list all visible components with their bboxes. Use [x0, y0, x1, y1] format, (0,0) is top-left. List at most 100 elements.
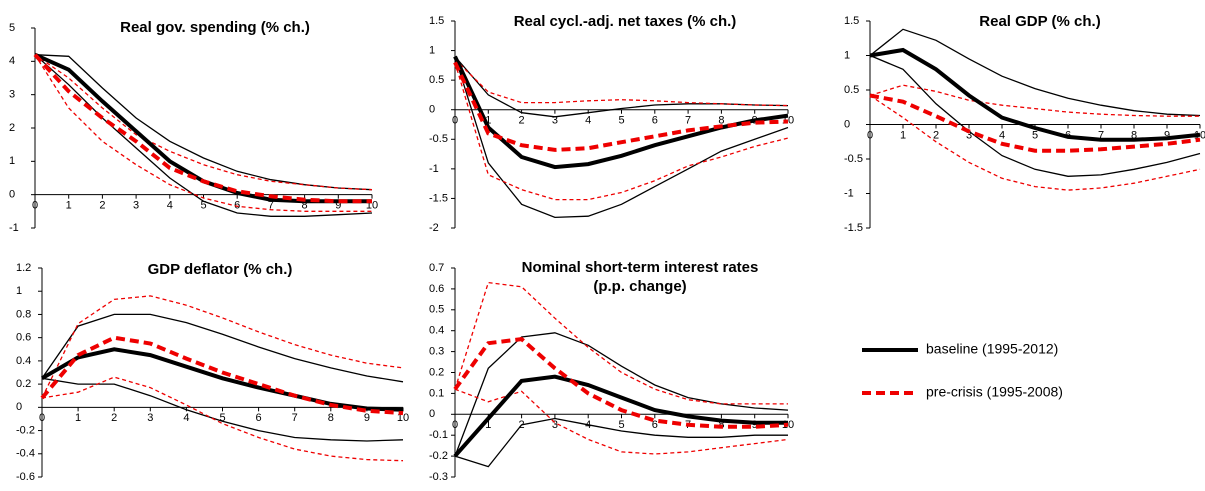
y-tick-label: -1 — [429, 163, 439, 175]
y-tick-label: 0 — [429, 104, 435, 116]
y-tick-label: 0.6 — [16, 332, 31, 344]
x-tick-label: 6 — [652, 115, 658, 127]
y-tick-label: 0.2 — [16, 378, 31, 390]
chart-title: Real GDP (% ch.) — [979, 13, 1100, 30]
y-tick-label: -0.5 — [429, 133, 448, 145]
legend-label: baseline (1995-2012) — [926, 341, 1058, 357]
y-tick-label: 0 — [844, 118, 850, 130]
x-tick-label: 6 — [256, 412, 262, 424]
series-line — [454, 56, 789, 118]
series-line — [869, 28, 1201, 117]
series-line — [869, 84, 1200, 117]
y-tick-label: 2 — [9, 122, 15, 134]
x-tick-label: 9 — [335, 200, 341, 212]
y-tick-label: 1 — [844, 49, 850, 61]
y-tick-label: 0.5 — [429, 304, 444, 316]
series-line — [454, 417, 788, 468]
y-tick-label: 1 — [9, 155, 15, 167]
y-tick-label: -0.4 — [16, 448, 35, 460]
series-line — [41, 377, 404, 442]
x-tick-label: 7 — [292, 412, 298, 424]
series-line — [41, 295, 404, 399]
y-tick-label: -0.2 — [429, 450, 448, 462]
y-tick-label: 0.4 — [429, 325, 444, 337]
y-tick-label: -1 — [844, 187, 854, 199]
series-line — [869, 93, 1201, 153]
series-line — [40, 347, 404, 412]
x-tick-label: 3 — [133, 200, 139, 212]
series-line — [454, 62, 789, 201]
x-tick-label: 2 — [519, 115, 525, 127]
y-tick-label: 3 — [9, 89, 15, 101]
x-tick-label: 4 — [183, 412, 189, 424]
x-tick-label: 4 — [999, 129, 1005, 141]
x-tick-label: 9 — [1164, 129, 1170, 141]
x-tick-label: 0 — [452, 419, 458, 431]
x-tick-label: 1 — [900, 129, 906, 141]
y-tick-label: 1 — [429, 44, 435, 56]
x-tick-label: 7 — [685, 115, 691, 127]
x-tick-label: 1 — [66, 200, 72, 212]
x-tick-label: 8 — [718, 115, 724, 127]
y-tick-label: 0.7 — [429, 262, 444, 274]
series-line — [454, 332, 789, 457]
y-tick-label: -0.2 — [16, 424, 35, 436]
series-line — [453, 337, 789, 429]
y-tick-label: -1.5 — [429, 192, 448, 204]
x-tick-label: 6 — [234, 200, 240, 212]
x-tick-label: 1 — [75, 412, 81, 424]
y-tick-label: 0.2 — [429, 366, 444, 378]
series-line — [34, 54, 373, 191]
x-tick-label: 5 — [200, 200, 206, 212]
x-tick-label: 8 — [328, 412, 334, 424]
x-tick-label: 2 — [99, 200, 105, 212]
series-line — [33, 53, 372, 204]
series-line — [869, 54, 1201, 177]
x-tick-label: 4 — [585, 115, 591, 127]
y-tick-label: -0.3 — [429, 471, 448, 483]
y-tick-label: -0.5 — [844, 153, 863, 165]
chart-title: Real gov. spending (% ch.) — [120, 19, 310, 36]
x-tick-label: 0 — [452, 115, 458, 127]
x-tick-label: 8 — [1131, 129, 1137, 141]
chart-title: GDP deflator (% ch.) — [148, 261, 293, 278]
x-tick-label: 4 — [167, 200, 173, 212]
x-tick-label: 2 — [933, 129, 939, 141]
legend-label: pre-crisis (1995-2008) — [926, 384, 1063, 400]
series-line — [454, 281, 788, 405]
y-tick-label: 0.3 — [429, 346, 444, 358]
x-tick-label: 0 — [32, 200, 38, 212]
y-tick-label: 5 — [9, 22, 15, 34]
x-tick-label: 0 — [867, 129, 873, 141]
x-tick-label: 8 — [302, 200, 308, 212]
y-tick-label: 0.1 — [429, 387, 444, 399]
x-tick-label: 9 — [364, 412, 370, 424]
x-tick-label: 6 — [652, 419, 658, 431]
series-line — [869, 94, 1201, 191]
y-tick-label: 0 — [429, 408, 435, 420]
chart-title: Nominal short-term interest rates — [522, 259, 759, 276]
y-tick-label: 1 — [16, 285, 22, 297]
y-tick-label: -1.5 — [844, 222, 863, 234]
y-tick-label: 0.6 — [429, 283, 444, 295]
y-tick-label: 0 — [16, 401, 22, 413]
y-tick-label: 4 — [9, 55, 15, 67]
series-line — [41, 313, 404, 383]
series-line — [869, 47, 1201, 142]
series-line — [34, 54, 373, 191]
y-tick-label: 0.5 — [429, 74, 444, 86]
series-line — [40, 335, 404, 416]
x-tick-label: 3 — [552, 419, 558, 431]
y-tick-label: 0.5 — [844, 84, 859, 96]
y-tick-label: -0.6 — [16, 471, 35, 483]
x-tick-label: 3 — [552, 115, 558, 127]
y-tick-label: -1 — [9, 222, 19, 234]
y-tick-label: 0.4 — [16, 355, 31, 367]
series-line — [454, 58, 789, 107]
y-tick-label: 1.5 — [429, 15, 444, 27]
x-tick-label: 7 — [268, 200, 274, 212]
chart-title: (p.p. change) — [593, 278, 686, 295]
series-line — [453, 61, 789, 152]
series-line — [453, 374, 788, 458]
